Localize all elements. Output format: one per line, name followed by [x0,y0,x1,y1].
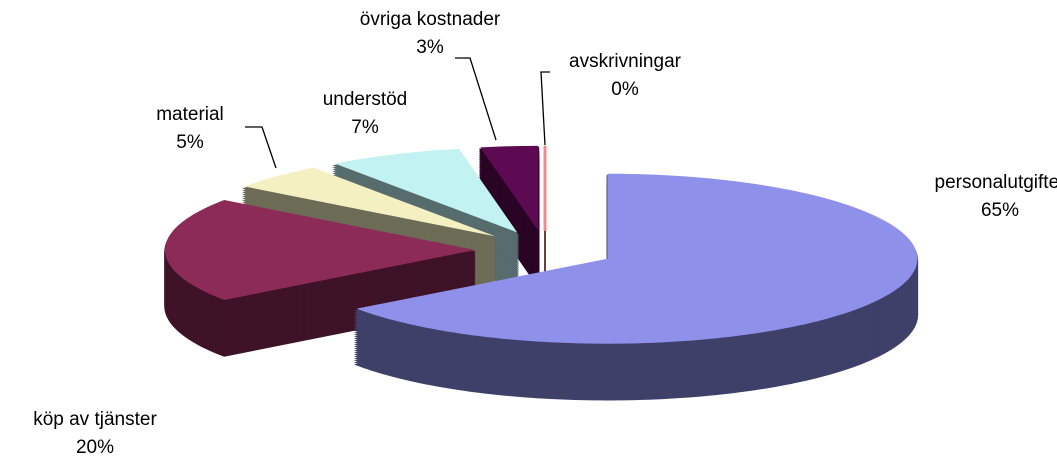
slice-label: avskrivningar [569,51,682,72]
slice [356,173,918,344]
slice [244,167,496,237]
slice-value-label: 65% [981,200,1019,221]
leader-line [455,57,497,141]
slice-value-label: 3% [416,37,444,58]
slice-value-label: 0% [611,79,639,100]
slice-label: personalutgifter [935,172,1057,193]
slice-value-label: 20% [76,437,114,458]
leader-line [540,71,550,146]
slice-value-label: 5% [176,132,204,153]
slice-label: material [156,104,224,125]
slice [334,148,518,233]
slice-value-label: 7% [351,117,379,138]
slice-label: köp av tjänster [33,409,157,430]
slice-label: övriga kostnader [360,9,501,30]
leader-line [245,126,277,169]
pie [164,145,919,401]
slice-label: understöd [323,89,408,110]
slice [480,145,539,231]
slice [165,200,475,300]
